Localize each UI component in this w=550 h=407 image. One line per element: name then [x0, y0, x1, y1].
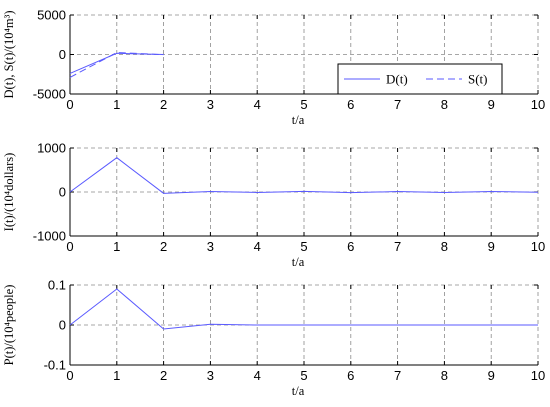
x-tick-label: 8 — [441, 239, 448, 254]
chart-panel-2: 0 1 2 3 4 5 6 7 8 9 10-100001000t/aI(t)/(10⁴dollar… — [2, 141, 545, 270]
x-tick-label: 8 — [441, 97, 448, 112]
x-tick-label: 2 — [160, 97, 167, 112]
x-tick-label: 1 — [113, 239, 120, 254]
y-tick-label: 0 — [59, 318, 66, 333]
x-tick-label: 4 — [254, 97, 261, 112]
x-axis-label: t/a — [292, 384, 305, 398]
x-tick-label: 5 — [300, 368, 307, 383]
x-tick-label: 7 — [394, 368, 401, 383]
y-axis-label: P(t)/(10⁴people) — [2, 285, 16, 366]
series-line-1 — [69, 52, 164, 74]
y-tick-label: -0.1 — [44, 358, 66, 373]
y-tick-label: 0 — [59, 185, 66, 200]
x-tick-label: 0 — [66, 97, 73, 112]
x-tick-label: 10 — [531, 368, 545, 383]
x-tick-label: 9 — [488, 368, 495, 383]
x-tick-label: 5 — [300, 239, 307, 254]
y-tick-label: 0.1 — [48, 278, 66, 293]
x-axis-label: t/a — [292, 255, 305, 269]
series-line-2 — [69, 52, 164, 78]
x-tick-label: 0 — [66, 239, 73, 254]
x-tick-label: 7 — [394, 97, 401, 112]
x-tick-label: 10 — [531, 97, 545, 112]
y-tick-label: 5000 — [37, 8, 66, 23]
x-tick-label: 7 — [394, 239, 401, 254]
x-tick-label: 3 — [207, 239, 214, 254]
legend: D(t) S(t) — [337, 63, 503, 95]
x-tick-label: 9 — [488, 97, 495, 112]
x-tick-label: 3 — [207, 368, 214, 383]
legend-label-1: D(t) — [386, 72, 408, 87]
x-tick-label: 2 — [160, 368, 167, 383]
x-tick-label: 5 — [300, 97, 307, 112]
x-tick-label: 6 — [347, 239, 354, 254]
x-tick-label: 4 — [254, 368, 261, 383]
y-axis-label: I(t)/(10⁴dollars) — [2, 153, 16, 232]
chart-panel-3: 0 1 2 3 4 5 6 7 8 9 10-0.100.1t/aP(t)/(10⁴people) — [2, 278, 545, 399]
series-line-1 — [69, 288, 538, 330]
x-tick-label: 1 — [113, 368, 120, 383]
y-tick-label: 0 — [59, 47, 66, 62]
x-tick-label: 0 — [66, 368, 73, 383]
y-tick-label: 1000 — [37, 141, 66, 156]
x-tick-label: 4 — [254, 239, 261, 254]
legend-label-2: S(t) — [468, 72, 488, 87]
x-tick-label: 6 — [347, 368, 354, 383]
y-tick-label: -5000 — [33, 87, 66, 102]
x-tick-label: 8 — [441, 368, 448, 383]
x-tick-label: 2 — [160, 239, 167, 254]
series-line-1 — [69, 157, 539, 194]
x-axis-label: t/a — [292, 113, 305, 127]
x-tick-label: 6 — [347, 97, 354, 112]
x-tick-label: 10 — [531, 239, 545, 254]
x-tick-label: 1 — [113, 97, 120, 112]
x-tick-label: 3 — [207, 97, 214, 112]
x-tick-label: 9 — [488, 239, 495, 254]
y-tick-label: -1000 — [33, 229, 66, 244]
y-axis-label: D(t), S(t)/(10⁴m³) — [2, 11, 16, 99]
